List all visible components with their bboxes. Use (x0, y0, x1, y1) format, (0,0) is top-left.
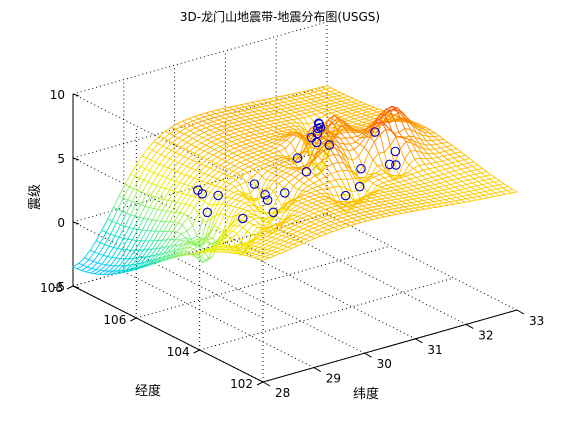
z-tick-label: 0 (57, 216, 65, 230)
surface-mesh-line (431, 144, 437, 145)
chart-title: 3D-龙门山地震带-地震分布图(USGS) (180, 9, 380, 24)
surface-mesh-line (106, 265, 110, 266)
x-tick-label: 29 (326, 372, 341, 386)
surface-mesh-line (157, 221, 161, 222)
surface-mesh-line (294, 167, 298, 168)
surface-mesh-line (397, 136, 401, 137)
surface-mesh-line (282, 158, 286, 159)
surface-mesh-line (237, 245, 241, 246)
surface-mesh-line (128, 265, 132, 266)
surface-mesh-line (122, 249, 126, 250)
surface-mesh-line (291, 210, 295, 211)
surface-mesh-line (262, 227, 266, 228)
surface-mesh-line (175, 212, 179, 213)
surface-mesh-line (174, 245, 178, 246)
surface-mesh-line (185, 247, 189, 248)
surface-mesh-line (142, 230, 146, 231)
surface-mesh-line (132, 240, 136, 241)
y-tick-label: 104 (167, 345, 190, 359)
surface-mesh-line (346, 138, 352, 139)
x-tick-label: 28 (275, 386, 290, 400)
surface-mesh-line (228, 253, 232, 254)
y-tick-label: 106 (103, 313, 126, 327)
surface-mesh-line (204, 250, 208, 251)
surface-mesh-line (234, 250, 238, 251)
x-axis-label: 纬度 (353, 386, 379, 402)
surface-mesh-line (172, 231, 176, 232)
surface-mesh-line (240, 248, 244, 249)
x-tick-label: 32 (478, 328, 493, 342)
surface-mesh-line (434, 136, 440, 137)
surface-mesh-line (360, 130, 364, 131)
x-tick-label: 30 (377, 357, 392, 371)
surface-mesh-line (100, 270, 104, 271)
z-tick-label: -5 (53, 280, 65, 294)
surface-mesh-line (347, 179, 353, 180)
x-tick-label: 31 (427, 343, 442, 357)
z-tick-label: 5 (57, 152, 65, 166)
z-tick-label: 10 (50, 88, 65, 102)
surface-mesh-line (253, 239, 257, 240)
surface-mesh-line (152, 249, 156, 250)
surface-mesh-line (234, 225, 238, 226)
z-axis-label: 震级 (28, 184, 43, 210)
y-axis-label: 经度 (135, 383, 161, 399)
surface-mesh-line (265, 231, 269, 232)
surface-mesh-line (432, 140, 438, 141)
surface-mesh-line (257, 227, 261, 228)
surface-mesh-line (122, 270, 126, 271)
surface-mesh-line (152, 220, 156, 221)
surface-mesh-line (405, 129, 411, 130)
surface-mesh-line (302, 191, 306, 192)
y-tick-label: 102 (230, 377, 253, 391)
surface-mesh-line (286, 133, 290, 134)
surface-mesh-line (291, 123, 297, 124)
x-tick-label: 33 (529, 314, 544, 328)
surface-mesh-line (289, 164, 295, 165)
surface-mesh-line (138, 258, 142, 259)
surface-mesh-line (171, 212, 175, 213)
